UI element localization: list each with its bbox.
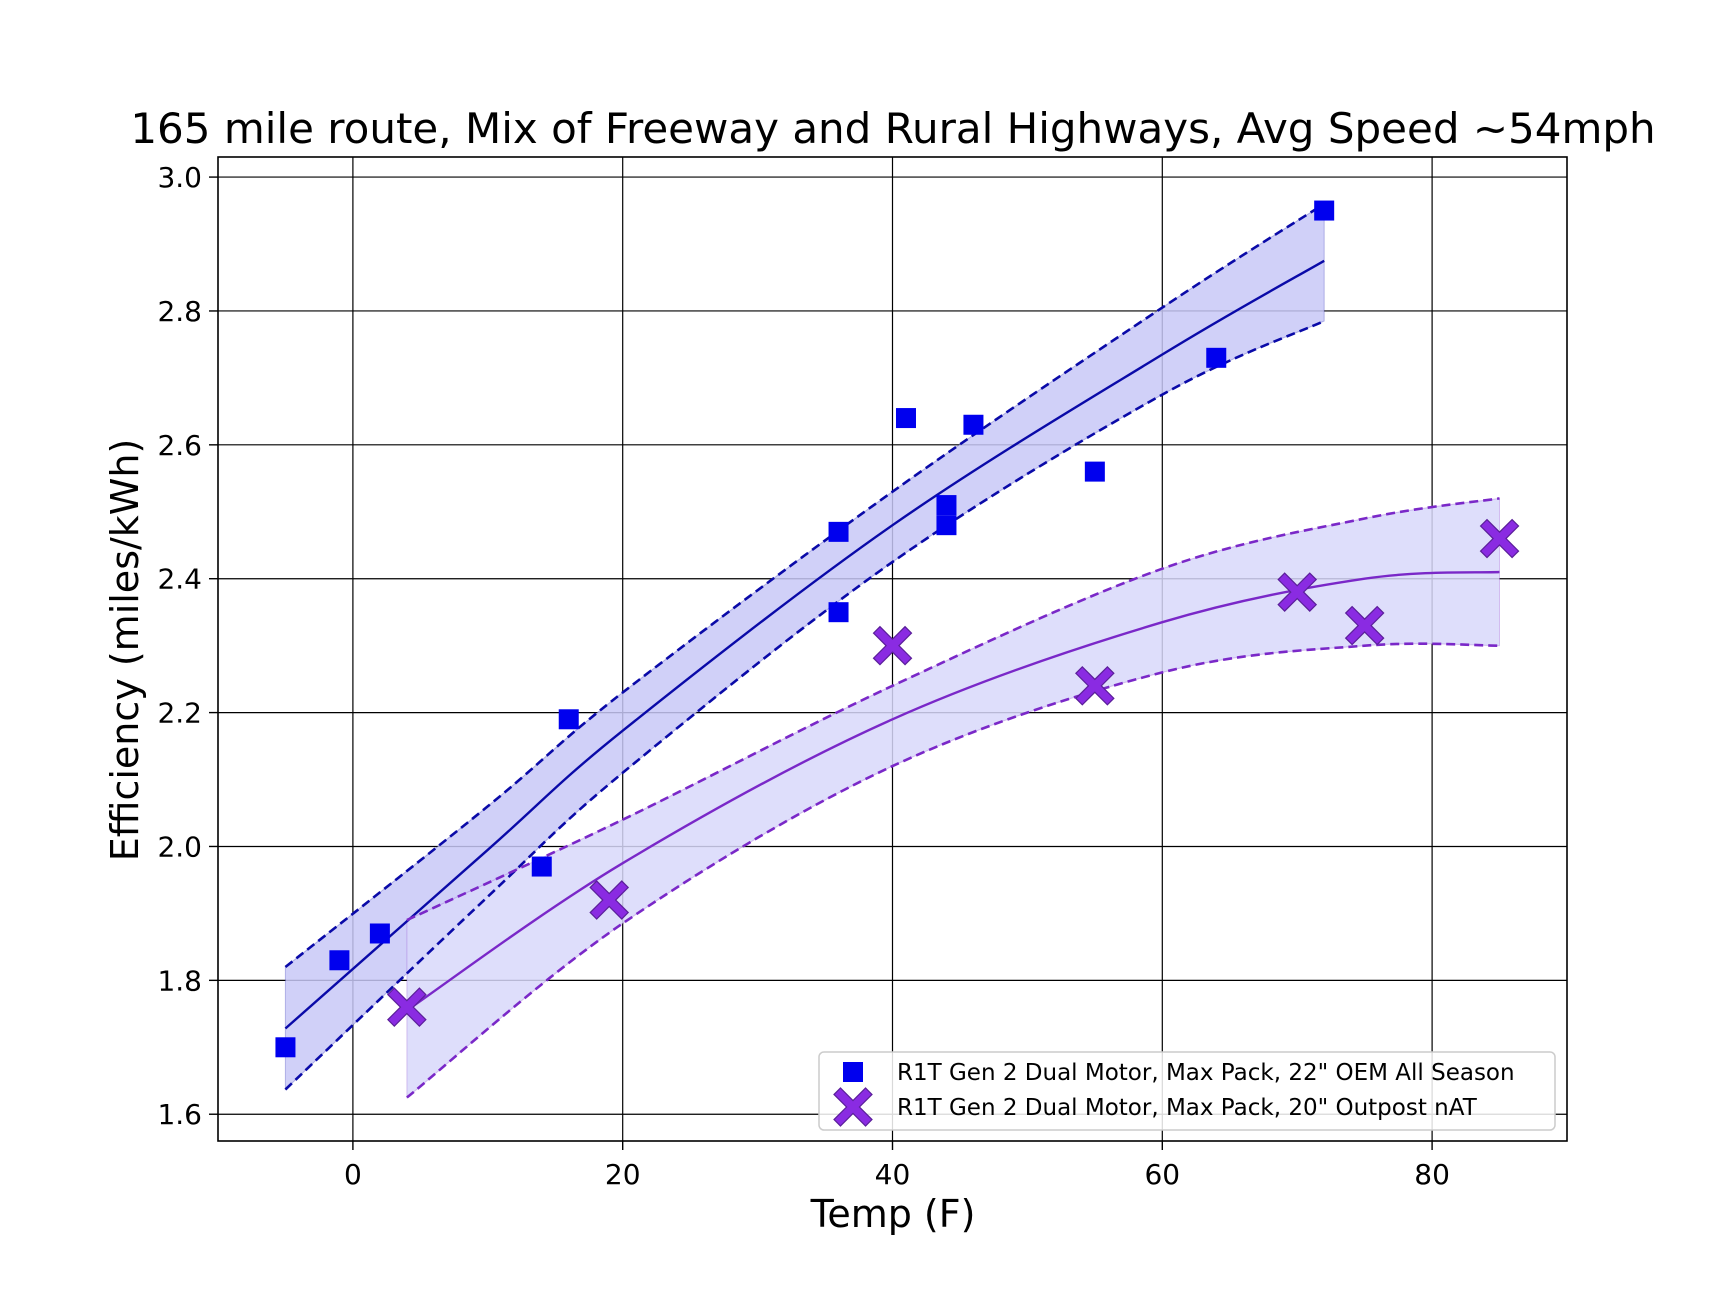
y-tick-label: 2.6 [157,429,202,462]
data-point-series-1 [531,856,552,877]
data-point-series-1 [828,521,849,542]
fit-line-series-2 [406,570,1500,1012]
chart-title: 165 mile route, Mix of Freeway and Rural… [130,104,1655,153]
data-point-series-1 [1314,200,1335,221]
fit-line-series-1 [284,259,1325,1030]
data-point-series-1 [895,408,916,429]
band-upper-line-series-1 [284,202,1325,969]
x-tick-label: 80 [1414,1158,1450,1191]
band-lower-line-series-1 [284,319,1325,1091]
data-point-series-1 [1206,347,1227,368]
data-point-series-2 [872,625,913,666]
data-point-series-1 [936,495,957,516]
x-tick-label: 20 [605,1158,641,1191]
confidence-bands [284,202,1500,1099]
y-tick-label: 1.6 [157,1098,202,1131]
data-point-series-1 [369,923,390,944]
confidence-band-series-1 [284,202,1325,1091]
x-tick-label: 40 [875,1158,911,1191]
confidence-band-series-2 [406,497,1500,1099]
legend-marker-series-2 [833,1087,873,1127]
x-tick-label: 60 [1144,1158,1180,1191]
data-point-series-1 [963,414,984,435]
legend-marker-series-1 [843,1062,863,1082]
legend-box [818,1051,1556,1131]
data-point-series-2 [589,880,630,920]
data-points [275,200,1520,1058]
data-point-series-1 [275,1037,296,1058]
y-tick-label: 2.0 [157,830,202,863]
band-upper-line-series-2 [406,497,1500,922]
data-point-series-2 [1344,605,1385,646]
data-point-series-1 [1084,461,1105,482]
data-point-series-1 [828,602,849,623]
band-lower-line-series-2 [406,642,1500,1099]
y-tick-label: 2.8 [157,295,202,328]
data-point-series-2 [1479,518,1520,559]
axis-ticks: 0 20 40 60 80 1.6 1.8 2.0 2.2 2.4 2.6 2.8 3.0 [157,161,1449,1191]
legend-label-series-1: R1T Gen 2 Dual Motor, Max Pack, 22" OEM … [897,1060,1515,1086]
data-point-series-1 [329,950,350,971]
legend-label-series-2: R1T Gen 2 Dual Motor, Max Pack, 20" Outp… [897,1095,1478,1121]
data-point-series-2 [1075,665,1115,706]
data-point-series-1 [936,515,957,536]
y-tick-label: 3.0 [157,161,202,194]
y-tick-label: 1.8 [157,964,202,997]
data-point-series-2 [1277,572,1318,612]
y-tick-label: 2.2 [157,697,202,730]
x-axis-label: Temp (F) [810,1192,976,1236]
fit-lines [284,202,1500,1099]
data-point-series-2 [387,987,427,1027]
legend: R1T Gen 2 Dual Motor, Max Pack, 22" OEM … [818,1051,1556,1131]
data-point-series-1 [558,709,579,730]
y-axis-label: Efficiency (miles/kWh) [103,439,147,862]
y-tick-label: 2.4 [157,563,202,596]
x-tick-label: 0 [344,1158,362,1191]
